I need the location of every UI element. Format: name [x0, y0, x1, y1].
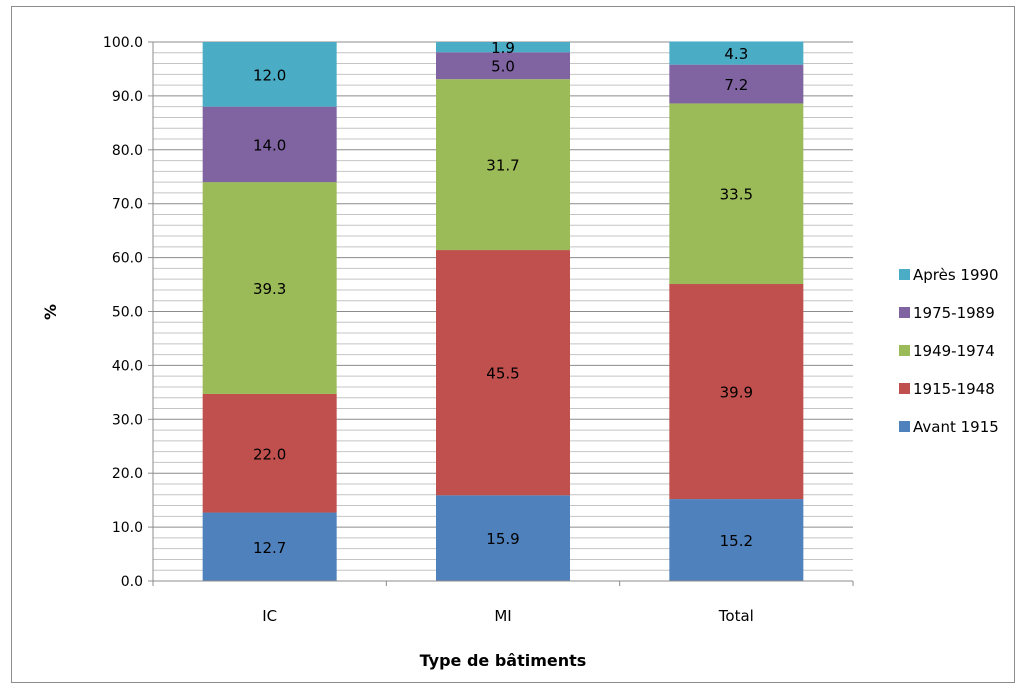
legend-swatch: [899, 269, 910, 280]
data-label: 39.9: [720, 384, 753, 402]
y-axis-title: %: [41, 304, 60, 320]
bar-segment: [436, 250, 570, 496]
data-label: 12.0: [253, 66, 286, 84]
legend-swatch: [899, 383, 910, 394]
y-tick-label: 100.0: [103, 35, 143, 51]
bar-segment: [669, 284, 804, 500]
data-label: 15.9: [486, 530, 519, 548]
bar-segment: [202, 393, 337, 513]
y-tick-label: 20.0: [112, 466, 143, 482]
bars: 12.7 22.0 39.3 14.0 12.0 15.9 45.5 31.7 5.01.9 15…: [202, 39, 804, 581]
bar-segment: [669, 41, 804, 65]
data-label: 31.7: [486, 157, 519, 175]
bar-segment: [436, 495, 570, 581]
bar-segment: [202, 182, 337, 394]
data-label: 1.9: [491, 39, 515, 57]
data-label: 39.3: [253, 280, 286, 298]
x-tick-label: MI: [494, 607, 511, 625]
axes: 0.0 10.0 20.0 30.0 40.0 50.0 60.0 70.0 80.0 90.0 1…: [103, 35, 854, 625]
bar-segment: [202, 512, 337, 581]
data-label: 22.0: [253, 445, 286, 463]
bar-segment: [669, 499, 804, 581]
y-tick-label: 70.0: [112, 197, 143, 213]
y-tick-label: 30.0: [112, 412, 143, 428]
legend-label: Avant 1915: [913, 418, 999, 436]
data-label: 12.7: [253, 539, 286, 557]
legend-swatch: [899, 307, 910, 318]
y-tick-label: 40.0: [112, 358, 143, 374]
legend-label: 1975-1989: [913, 304, 995, 322]
y-tick-label: 0.0: [121, 574, 143, 590]
bar-segment: [436, 52, 570, 80]
data-label: 14.0: [253, 136, 286, 154]
bar-segment: [436, 79, 570, 251]
data-label: 45.5: [486, 365, 519, 383]
legend-label: 1949-1974: [913, 342, 995, 360]
x-tick-label: IC: [262, 607, 277, 625]
legend-label: 1915-1948: [913, 380, 995, 398]
y-tick-label: 80.0: [112, 143, 143, 159]
legend: Après 1990 1975-1989 1949-1974 1915-1948 Ava…: [899, 266, 999, 436]
x-axis-title: Type de bâtiments: [420, 651, 587, 670]
legend-label: Après 1990: [913, 266, 999, 284]
data-label: 5.0: [491, 58, 515, 76]
y-tick-label: 90.0: [112, 89, 143, 105]
bar-segment: [669, 103, 804, 285]
x-tick-label: Total: [718, 607, 754, 625]
bar-segment: [202, 106, 337, 183]
y-tick-label: 10.0: [112, 520, 143, 536]
y-tick-label: 60.0: [112, 251, 143, 267]
y-tick-label: 50.0: [112, 305, 143, 321]
data-label: 4.3: [724, 45, 748, 63]
data-label: 33.5: [720, 186, 753, 204]
bar-segment: [436, 42, 570, 53]
bar-segment: [669, 64, 804, 104]
bar-segment: [202, 42, 337, 107]
data-label: 15.2: [720, 532, 753, 550]
legend-swatch: [899, 345, 910, 356]
legend-swatch: [899, 421, 910, 432]
data-label: 7.2: [724, 76, 748, 94]
